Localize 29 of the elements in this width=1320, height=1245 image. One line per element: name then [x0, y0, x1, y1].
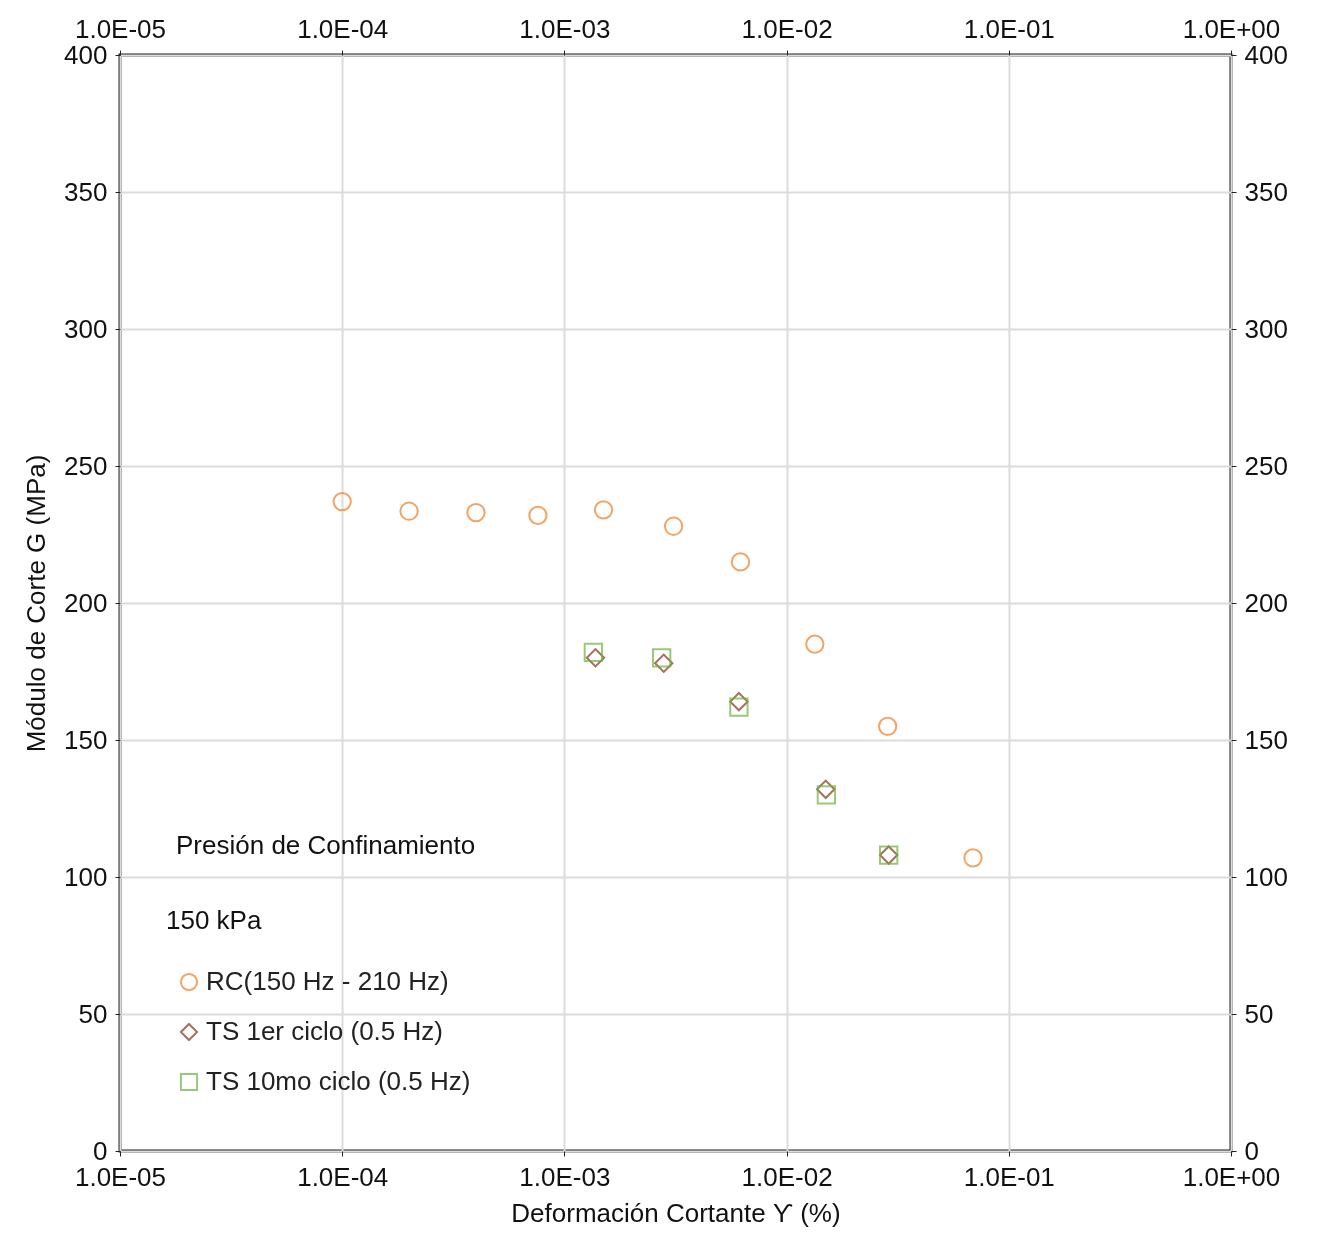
y-tick-label: 50 — [78, 998, 108, 1029]
legend-label: TS 1er ciclo (0.5 Hz) — [206, 1016, 443, 1046]
y-tick-label: 250 — [64, 450, 108, 481]
y2-tick-label: 200 — [1244, 587, 1288, 618]
y2-tick-label: 150 — [1244, 724, 1288, 755]
y2-tick-label: 50 — [1244, 998, 1274, 1029]
y-axis-title: Módulo de Corte G (MPa) — [21, 454, 52, 753]
y-tick-label: 350 — [64, 176, 108, 207]
x-tick-label: 1.0E-04 — [297, 1161, 389, 1192]
y-tick-label: 300 — [64, 313, 108, 344]
x-axis-title: Deformación Cortante Ƴ (%) — [511, 1197, 841, 1228]
text: 1.0E-02 — [741, 13, 833, 44]
y-tick-label: 150 — [64, 724, 108, 755]
y-tick-label: 200 — [64, 587, 108, 618]
text: 1.0E-01 — [963, 13, 1055, 44]
x-tick-label: 1.0E-02 — [741, 1161, 833, 1192]
legend-label: RC(150 Hz - 210 Hz) — [206, 966, 449, 996]
text: 1.0E-03 — [519, 13, 611, 44]
legend-title: Presión de Confinamiento — [176, 830, 476, 860]
y-tick-label: 100 — [64, 861, 108, 892]
x-tick-label: 1.0E-03 — [519, 1161, 611, 1192]
y2-tick-label: 350 — [1244, 176, 1288, 207]
y2-tick-label: 300 — [1244, 313, 1288, 344]
y2-tick-label: 100 — [1244, 861, 1288, 892]
x-tick-label: 1.0E-01 — [963, 1161, 1055, 1192]
legend-label: TS 10mo ciclo (0.5 Hz) — [206, 1066, 471, 1096]
annotation: 150 kPa — [166, 905, 262, 935]
y2-tick-label: 250 — [1244, 450, 1288, 481]
text: 1.0E-04 — [297, 13, 389, 44]
